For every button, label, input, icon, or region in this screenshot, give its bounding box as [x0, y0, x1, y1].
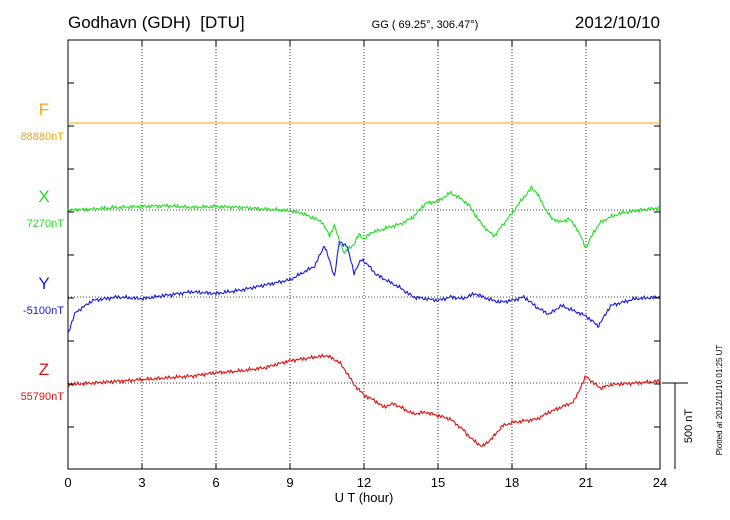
- x-tick-label: 18: [505, 475, 519, 490]
- series-line-z: [67, 353, 661, 448]
- series-baseline-x: 7270nT: [27, 218, 65, 230]
- plotted-timestamp: Plotted at 2012/11/10 01:25 UT: [715, 345, 724, 456]
- series-line-y: [67, 241, 661, 334]
- coordinates-label: GG ( 69.25°, 306.47°): [372, 19, 479, 31]
- x-tick-label: 21: [579, 475, 593, 490]
- date-label: 2012/10/10: [575, 13, 660, 32]
- series-baseline-y: -5100nT: [23, 305, 64, 317]
- series-line-x: [67, 184, 661, 255]
- x-axis-label: U T (hour): [335, 490, 394, 505]
- x-tick-label: 12: [357, 475, 371, 490]
- series-lines: [67, 122, 661, 448]
- grid-lines: [141, 40, 587, 469]
- series-labels: F 88880nT X 7270nT Y -5100nT Z 55790nT: [21, 100, 65, 403]
- series-name-y: Y: [38, 274, 49, 293]
- x-tick-label: 24: [653, 475, 667, 490]
- series-name-f: F: [39, 100, 49, 119]
- x-tick-label: 15: [431, 475, 445, 490]
- x-tick-label: 0: [64, 475, 71, 490]
- x-tick-label: 3: [138, 475, 145, 490]
- series-name-x: X: [38, 187, 49, 206]
- series-name-z: Z: [39, 360, 49, 379]
- station-title: Godhavn (GDH) [DTU]: [68, 13, 245, 32]
- scale-bar-label: 500 nT: [683, 409, 695, 444]
- x-axis-ticks: 0 3 6 9 12 15 18 21 24: [64, 40, 667, 490]
- x-tick-label: 9: [286, 475, 293, 490]
- x-tick-label: 6: [212, 475, 219, 490]
- plot-frame: [67, 39, 661, 470]
- scale-bar: 500 nT: [662, 382, 695, 469]
- series-baseline-z: 55790nT: [21, 391, 65, 403]
- series-baseline-f: 88880nT: [21, 131, 65, 143]
